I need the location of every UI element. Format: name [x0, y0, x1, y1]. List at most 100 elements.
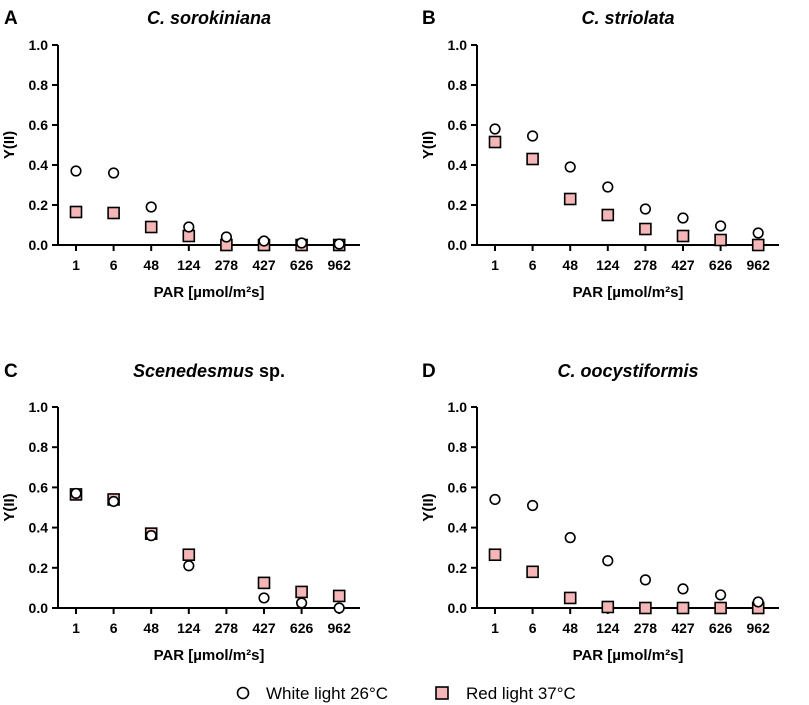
y-tick-label: 0.4 [448, 157, 468, 173]
y-axis-label: Y(II) [1, 131, 18, 159]
panel-letter: D [422, 361, 436, 382]
x-tick-label: 962 [747, 257, 771, 273]
panel-a: A C. sorokiniana 0.0 0.2 0.4 0.6 0.8 1.0 1 6 48 124… [1, 8, 360, 301]
panel-letter: C [4, 361, 18, 382]
white-light-point [145, 201, 157, 213]
y-tick-label: 0.2 [29, 560, 49, 576]
red-light-point [295, 585, 308, 599]
x-tick-label: 278 [634, 257, 658, 273]
white-light-point [333, 602, 345, 614]
white-light-point [639, 574, 652, 586]
x-tick-label: 278 [215, 620, 239, 636]
x-axis-label: PAR [µmol/m²s] [573, 647, 684, 664]
chart-title: C. sorokiniana [147, 8, 271, 28]
chart-title-main: C. oocystiformis [557, 361, 698, 381]
x-tick-label: 278 [215, 257, 239, 273]
y-tick-label: 0.8 [29, 439, 49, 455]
white-light-point [220, 231, 232, 243]
y-tick-label: 0.6 [448, 117, 468, 133]
white-light-point [526, 130, 539, 142]
panel-d: D C. oocystiformis 0.0 0.2 0.4 0.6 0.8 1.0 1 6 48 1… [420, 361, 779, 664]
y-tick-label: 0.6 [448, 479, 468, 495]
white-light-point [714, 589, 727, 601]
x-tick-label: 48 [143, 257, 159, 273]
y-tick-label: 1.0 [29, 399, 49, 415]
y-tick-label: 0.4 [29, 520, 49, 536]
x-axis-label: PAR [µmol/m²s] [154, 284, 265, 301]
panel-letter: B [422, 8, 436, 29]
white-light-point [752, 227, 764, 239]
red-light-point [107, 206, 120, 220]
x-axis-label: PAR [µmol/m²s] [573, 284, 684, 301]
x-tick-label: 6 [529, 257, 537, 273]
red-light-point [714, 601, 727, 615]
y-tick-label: 0.0 [29, 600, 49, 616]
y-tick-label: 0.0 [448, 237, 468, 253]
legend-white-marker [236, 686, 250, 700]
x-tick-label: 962 [747, 620, 771, 636]
white-light-point [70, 165, 82, 177]
white-light-point [70, 487, 82, 500]
x-tick-label: 427 [252, 620, 276, 636]
white-light-point [296, 237, 308, 249]
x-tick-label: 626 [709, 257, 733, 273]
y-tick-label: 0.8 [29, 77, 49, 93]
red-light-point [526, 565, 539, 579]
y-axis-label: Y(II) [420, 131, 437, 159]
panel-b: B C. striolata 0.0 0.2 0.4 0.6 0.8 1.0 1 6 48 124 27… [420, 8, 779, 301]
chart-title-main: Scenedesmus [133, 361, 254, 381]
white-light-point [602, 181, 614, 193]
red-light-point [714, 233, 727, 247]
red-light-point [676, 229, 690, 243]
white-light-point [258, 235, 270, 247]
white-light-point [489, 123, 501, 135]
white-light-point [602, 555, 614, 567]
red-light-point [144, 220, 158, 234]
white-light-point [752, 596, 764, 608]
white-light-point [145, 530, 157, 542]
white-light-point [677, 212, 689, 224]
chart-title-suffix: sp. [254, 361, 285, 381]
y-tick-label: 1.0 [29, 37, 49, 53]
red-light-point [639, 222, 652, 236]
x-tick-label: 124 [596, 257, 620, 273]
chart-title-main: C. sorokiniana [147, 8, 271, 28]
white-light-point [564, 161, 576, 173]
x-tick-label: 124 [177, 257, 201, 273]
y-tick-label: 0.0 [448, 600, 468, 616]
y-tick-label: 0.4 [448, 520, 468, 536]
y-axis-label: Y(II) [1, 493, 18, 521]
white-light-point [489, 493, 501, 506]
x-tick-label: 124 [177, 620, 201, 636]
y-tick-label: 0.2 [448, 197, 468, 213]
x-tick-label: 626 [290, 620, 314, 636]
panel-letter: A [4, 8, 18, 29]
y-tick-label: 0.8 [448, 77, 468, 93]
chart-title: C. striolata [581, 8, 674, 28]
red-light-point [182, 548, 196, 562]
chart-title-main: C. striolata [581, 8, 674, 28]
red-light-point [69, 205, 83, 219]
legend-red-marker [435, 686, 449, 700]
panel-c: C Scenedesmus sp. 0.0 0.2 0.4 0.6 0.8 1.0 1 6 48 12… [1, 361, 360, 664]
red-light-point [332, 589, 346, 603]
y-tick-label: 0.4 [29, 157, 49, 173]
x-tick-label: 6 [529, 620, 537, 636]
x-tick-label: 48 [143, 620, 159, 636]
y-axis-label: Y(II) [420, 493, 437, 521]
y-tick-label: 0.2 [29, 197, 49, 213]
x-tick-label: 1 [72, 620, 80, 636]
y-tick-label: 0.6 [29, 117, 49, 133]
x-tick-label: 427 [252, 257, 276, 273]
legend-white-label: White light 26°C [266, 684, 388, 703]
white-light-point [296, 597, 308, 609]
x-tick-label: 427 [671, 620, 695, 636]
x-tick-label: 1 [491, 620, 499, 636]
red-light-point [257, 576, 271, 590]
x-tick-label: 626 [709, 620, 733, 636]
red-light-point [563, 192, 577, 206]
x-tick-label: 962 [328, 620, 352, 636]
white-light-point [183, 560, 195, 572]
red-light-point [601, 208, 615, 222]
